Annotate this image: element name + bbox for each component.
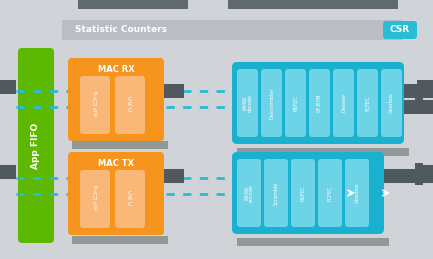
- FancyBboxPatch shape: [68, 152, 164, 235]
- FancyBboxPatch shape: [345, 159, 369, 227]
- FancyBboxPatch shape: [232, 152, 384, 234]
- FancyBboxPatch shape: [68, 58, 164, 141]
- FancyBboxPatch shape: [357, 69, 378, 137]
- Text: Scramble: Scramble: [274, 181, 278, 205]
- Text: 64/66
decode: 64/66 decode: [242, 94, 253, 112]
- Text: RSFEC: RSFEC: [293, 95, 298, 111]
- Text: 97-B7M: 97-B7M: [317, 94, 322, 112]
- FancyBboxPatch shape: [80, 76, 110, 134]
- FancyBboxPatch shape: [115, 76, 145, 134]
- Text: Descrambler: Descrambler: [269, 87, 274, 119]
- Text: 64/66
encode: 64/66 encode: [244, 184, 254, 202]
- Text: Gearbox: Gearbox: [355, 183, 359, 203]
- Text: App FIFO: App FIFO: [32, 123, 41, 169]
- Text: CSR: CSR: [390, 25, 410, 34]
- Text: Gearbox: Gearbox: [389, 93, 394, 113]
- Bar: [78, 0, 188, 9]
- Bar: [417, 80, 433, 94]
- Bar: [164, 169, 184, 183]
- Bar: [0, 165, 16, 179]
- Bar: [404, 84, 433, 98]
- FancyBboxPatch shape: [333, 69, 354, 137]
- Bar: [62, 20, 402, 40]
- FancyBboxPatch shape: [237, 69, 258, 137]
- Text: FCFEC: FCFEC: [365, 95, 370, 111]
- FancyBboxPatch shape: [264, 159, 288, 227]
- Bar: [404, 100, 433, 114]
- FancyBboxPatch shape: [237, 159, 261, 227]
- Bar: [417, 165, 433, 179]
- FancyBboxPatch shape: [309, 69, 330, 137]
- Text: C
R
C: C R C: [128, 191, 132, 207]
- FancyBboxPatch shape: [232, 62, 404, 144]
- Bar: [0, 80, 16, 94]
- Bar: [228, 0, 398, 9]
- Text: MAC RX: MAC RX: [97, 64, 134, 74]
- Bar: [415, 84, 423, 114]
- Bar: [237, 148, 409, 156]
- Bar: [384, 169, 433, 183]
- FancyBboxPatch shape: [383, 21, 417, 39]
- Bar: [72, 236, 168, 244]
- Bar: [164, 84, 184, 98]
- FancyBboxPatch shape: [381, 69, 402, 137]
- FancyBboxPatch shape: [291, 159, 315, 227]
- Text: MAC TX: MAC TX: [98, 159, 134, 168]
- FancyBboxPatch shape: [285, 69, 306, 137]
- FancyBboxPatch shape: [115, 170, 145, 228]
- FancyBboxPatch shape: [261, 69, 282, 137]
- Bar: [415, 163, 423, 185]
- Text: FCFEC: FCFEC: [327, 185, 333, 201]
- FancyBboxPatch shape: [80, 170, 110, 228]
- Bar: [237, 238, 389, 246]
- FancyBboxPatch shape: [18, 48, 54, 243]
- Text: C
R
C: C R C: [128, 97, 132, 113]
- Bar: [72, 141, 168, 149]
- Text: RSFEC: RSFEC: [301, 185, 306, 201]
- Text: P
A
U
S
E: P A U S E: [93, 186, 97, 212]
- Text: Statistic Counters: Statistic Counters: [75, 25, 167, 34]
- Text: P
A
U
S
E: P A U S E: [93, 92, 97, 118]
- FancyBboxPatch shape: [318, 159, 342, 227]
- Text: Deskew: Deskew: [341, 93, 346, 112]
